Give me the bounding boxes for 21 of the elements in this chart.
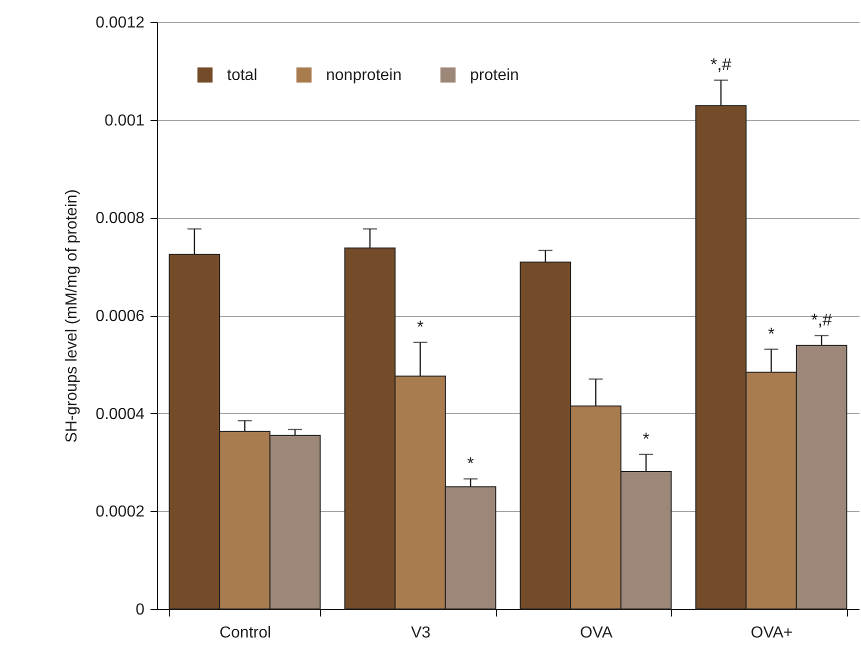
y-tick-label: 0.001 <box>104 112 145 130</box>
legend-label: protein <box>470 67 519 84</box>
annotation: * <box>768 324 775 344</box>
y-tick-label: 0.0006 <box>96 308 145 325</box>
y-tick-label: 0.0012 <box>96 14 145 32</box>
legend-label: nonprotein <box>326 67 402 84</box>
annotation: * <box>416 317 424 336</box>
y-axis-title: SH-groups level (mM/mg of protein) <box>64 189 81 443</box>
annotation: * <box>642 429 650 448</box>
y-tick-label: 0.0008 <box>96 210 145 228</box>
x-tick-label: OVA+ <box>750 624 793 642</box>
x-tick-label: OVA <box>580 624 613 642</box>
annotation: * <box>467 454 474 473</box>
annotation: *,# <box>811 310 832 330</box>
x-tick-label: V3 <box>410 624 431 642</box>
y-tick-label: 0.0004 <box>96 406 145 423</box>
x-tick-label: Control <box>219 624 272 642</box>
y-tick-label: 0.0002 <box>96 504 145 521</box>
y-tick-label: 0 <box>136 602 145 618</box>
legend-label: total <box>227 67 258 84</box>
annotation: *,# <box>710 55 732 74</box>
